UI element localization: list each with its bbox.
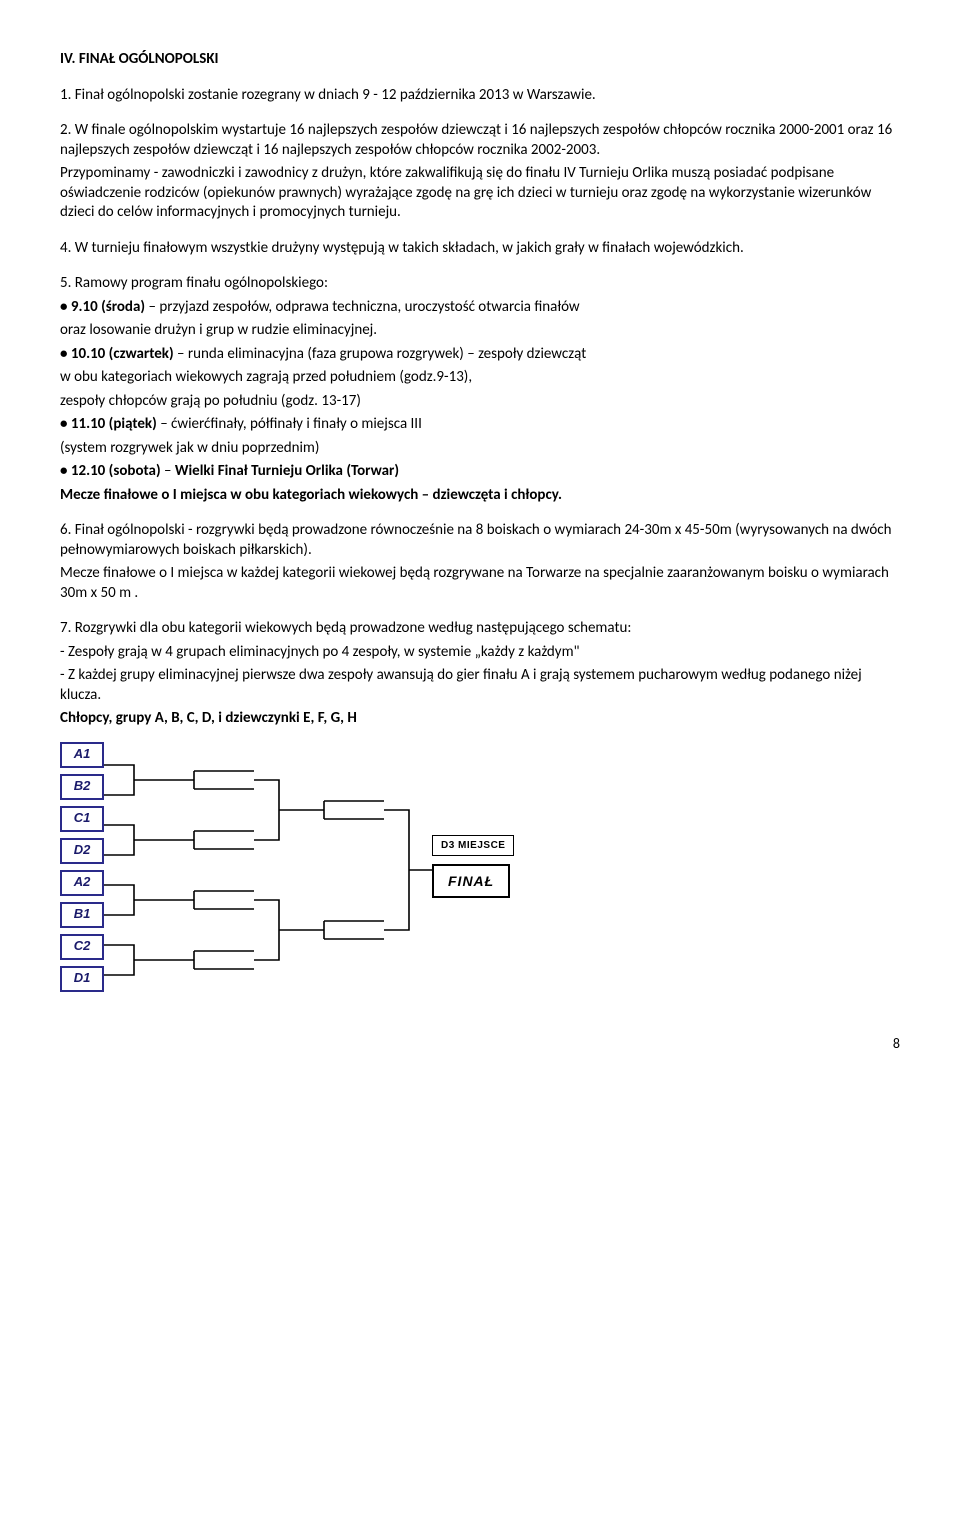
seed-b1: B1 [60, 902, 104, 928]
bullet-10-10-bold: • 10.10 (czwartek) [60, 345, 174, 363]
bullet-12-10-bold2: Wielki Finał Turnieju Orlika (Torwar) [175, 462, 399, 480]
seed-a1: A1 [60, 742, 104, 768]
para-7d: Chłopcy, grupy A, B, C, D, i dziewczynki… [60, 709, 900, 729]
bullet-9-10b: oraz losowanie drużyn i grup w rudzie el… [60, 321, 900, 341]
page-number: 8 [60, 1035, 900, 1053]
final-label: FINAŁ [432, 864, 510, 898]
bullet-10-10b: w obu kategoriach wiekowych zagrają prze… [60, 368, 900, 388]
bracket-lines [104, 751, 434, 983]
para-7b: - Zespoły grają w 4 grupach eliminacyjny… [60, 643, 900, 663]
bracket-labels-col: D3 MIEJSCE FINAŁ [432, 835, 514, 898]
bullet-11-10-bold: • 11.10 (piątek) [60, 415, 157, 433]
bullet-12-10-bold: • 12.10 (sobota) [60, 462, 161, 480]
para-7c: - Z każdej grupy eliminacyjnej pierwsze … [60, 666, 900, 705]
bullet-9-10-bold: • 9.10 (środa) [60, 298, 145, 316]
seed-d1: D1 [60, 966, 104, 992]
para-7a: 7. Rozgrywki dla obu kategorii wiekowych… [60, 619, 900, 639]
para-5-head: 5. Ramowy program finału ogólnopolskiego… [60, 274, 900, 294]
bullet-10-10-text: – runda eliminacyjna (faza grupowa rozgr… [174, 345, 587, 363]
bullet-9-10: • 9.10 (środa) – przyjazd zespołów, odpr… [60, 298, 900, 318]
seed-a2: A2 [60, 870, 104, 896]
para-4: 4. W turnieju finałowym wszystkie drużyn… [60, 239, 900, 259]
para-6a: 6. Finał ogólnopolski - rozgrywki będą p… [60, 521, 900, 560]
heading-final: IV. FINAŁ OGÓLNOPOLSKI [60, 50, 900, 70]
para-6b: Mecze finałowe o I miejsca w każdej kate… [60, 564, 900, 603]
seed-c2: C2 [60, 934, 104, 960]
seed-d2: D2 [60, 838, 104, 864]
seed-c1: C1 [60, 806, 104, 832]
bullet-12-10-mid: – [161, 462, 175, 480]
third-place-label: D3 MIEJSCE [432, 835, 514, 856]
seed-b2: B2 [60, 774, 104, 800]
bracket-seed-column: A1 B2 C1 D2 A2 B1 C2 D1 [60, 739, 104, 995]
bullet-11-10b: (system rozgrywek jak w dniu poprzednim) [60, 439, 900, 459]
para-2a: 2. W finale ogólnopolskim wystartuje 16 … [60, 121, 900, 160]
bullet-9-10-text: – przyjazd zespołów, odprawa techniczna,… [145, 298, 580, 316]
bullet-10-10c: zespoły chłopców grają po południu (godz… [60, 392, 900, 412]
bullet-10-10: • 10.10 (czwartek) – runda eliminacyjna … [60, 345, 900, 365]
bullet-11-10-text: – ćwierćfinały, półfinały i finały o mie… [157, 415, 422, 433]
para-1: 1. Finał ogólnopolski zostanie rozegrany… [60, 86, 900, 106]
para-2b: Przypominamy - zawodniczki i zawodnicy z… [60, 164, 900, 223]
bracket-diagram: A1 B2 C1 D2 A2 B1 C2 D1 [60, 739, 900, 995]
bullet-12-10: • 12.10 (sobota) – Wielki Finał Turnieju… [60, 462, 900, 482]
bullet-11-10: • 11.10 (piątek) – ćwierćfinały, półfina… [60, 415, 900, 435]
bullet-12-10b: Mecze finałowe o I miejsca w obu kategor… [60, 486, 900, 506]
